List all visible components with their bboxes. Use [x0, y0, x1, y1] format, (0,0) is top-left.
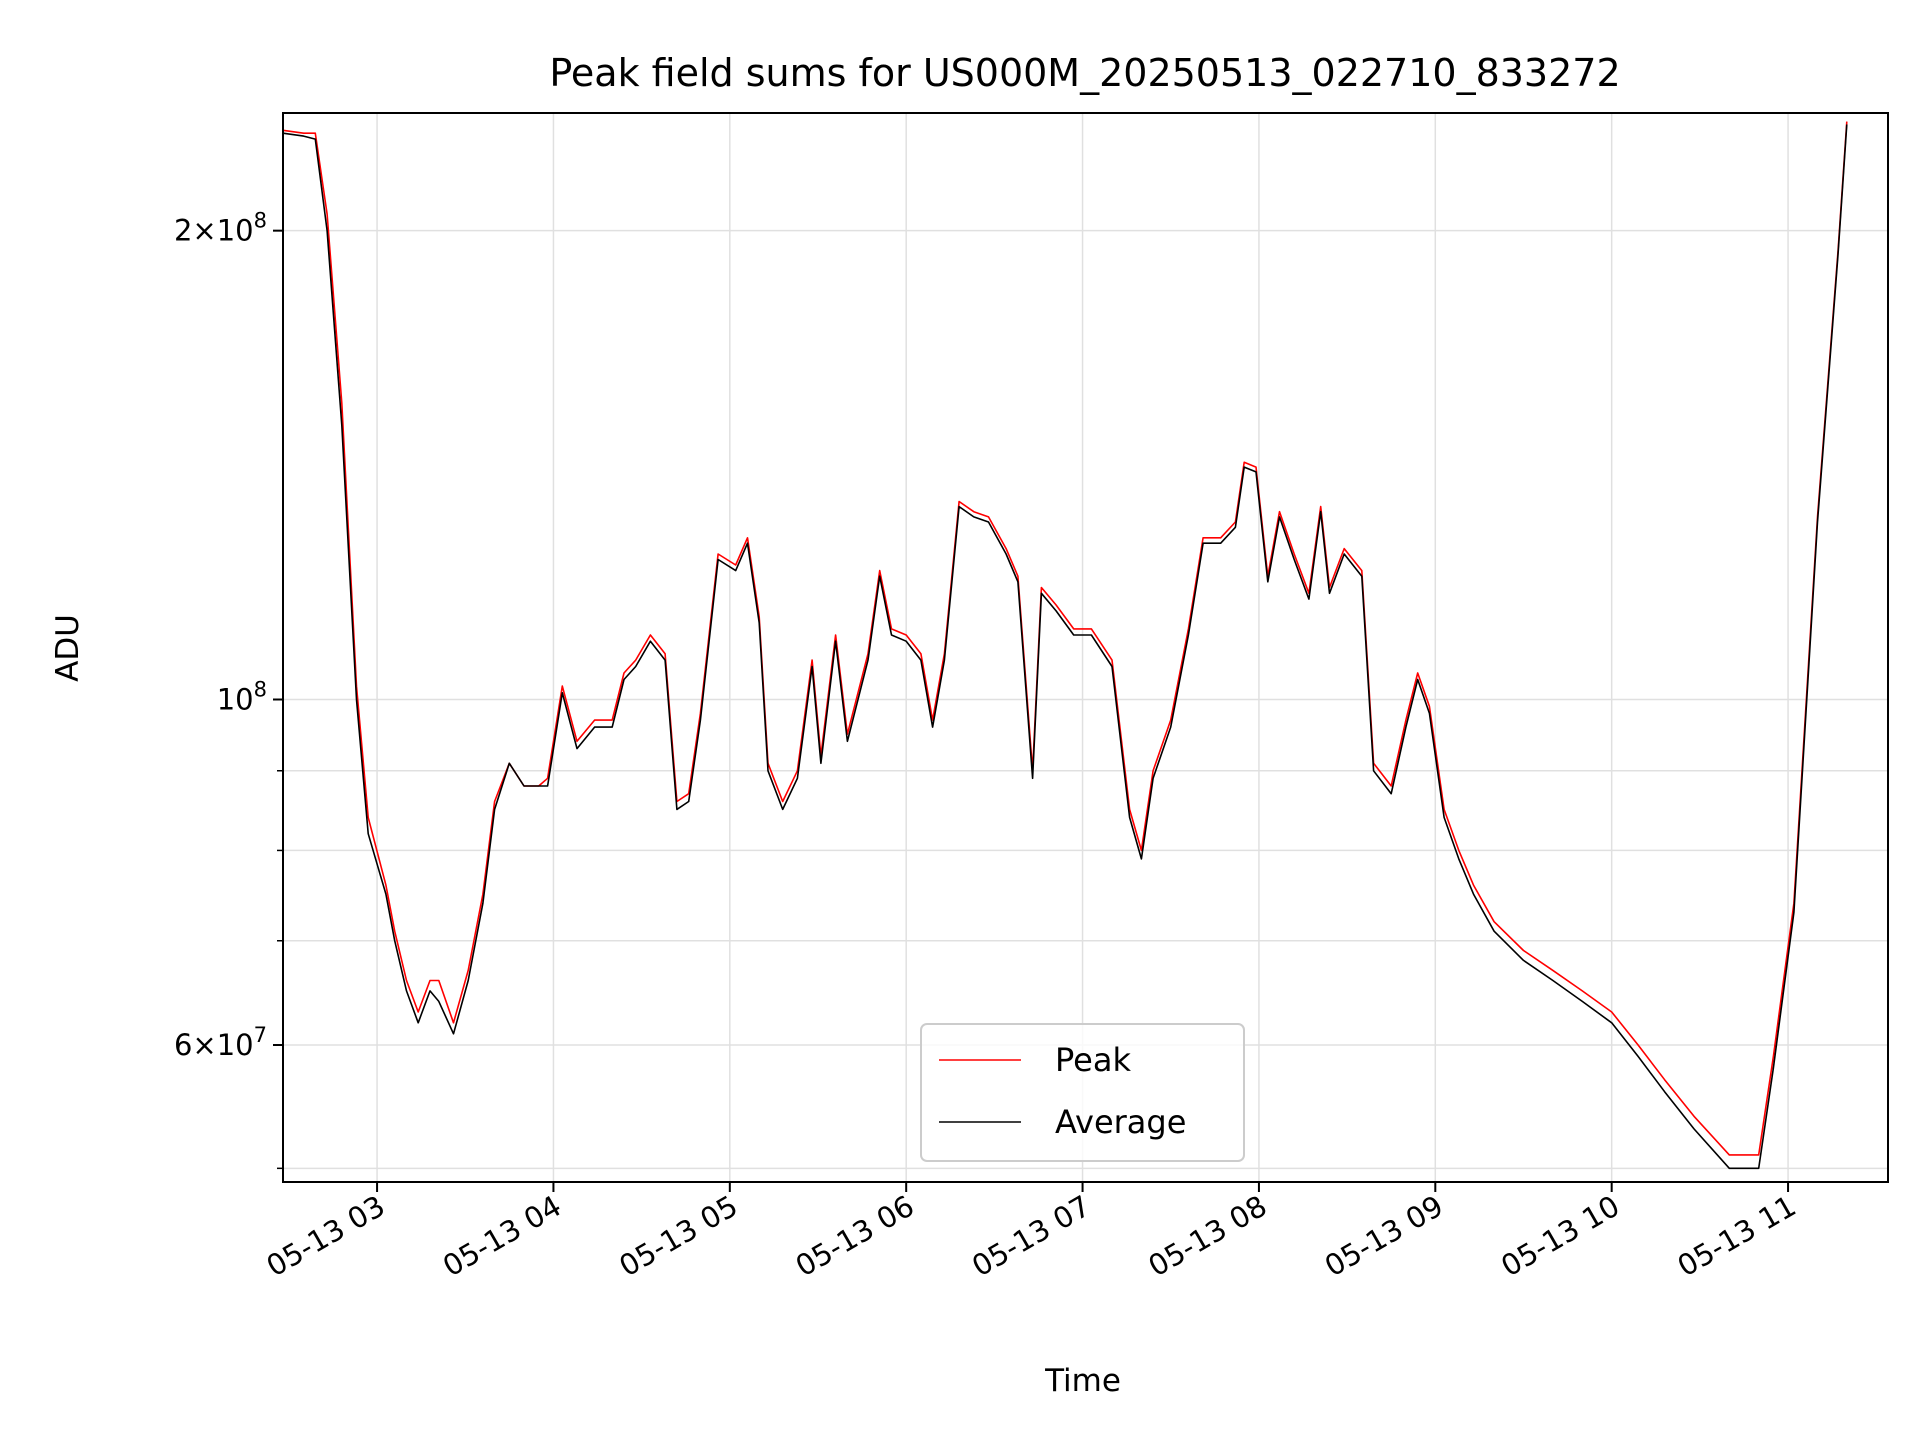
- y-tick-label: 2×108: [174, 209, 267, 248]
- y-tick-base: 2×10: [174, 214, 254, 248]
- legend-box: [920, 1023, 1245, 1162]
- y-tick-exponent: 8: [254, 209, 267, 233]
- legend: Peak Average: [920, 1023, 1245, 1162]
- chart-title: Peak field sums for US000M_20250513_0227…: [549, 51, 1620, 95]
- y-tick-label: 108: [217, 677, 267, 716]
- y-tick-label: 6×107: [174, 1023, 267, 1062]
- legend-average-label: Average: [1055, 1103, 1186, 1141]
- y-tick-exponent: 8: [254, 677, 267, 701]
- y-tick-base: 10: [217, 682, 254, 716]
- y-tick-exponent: 7: [254, 1023, 267, 1047]
- series-average-line: [282, 124, 1848, 1170]
- series-lines: [282, 121, 1848, 1170]
- y-tick-base: 6×10: [174, 1028, 254, 1062]
- grid: [283, 113, 1888, 1182]
- x-axis-label: Time: [1044, 1363, 1121, 1399]
- legend-peak-label: Peak: [1055, 1041, 1131, 1079]
- plot-area-frame: [282, 112, 1889, 1183]
- y-axis-label: ADU: [50, 614, 86, 682]
